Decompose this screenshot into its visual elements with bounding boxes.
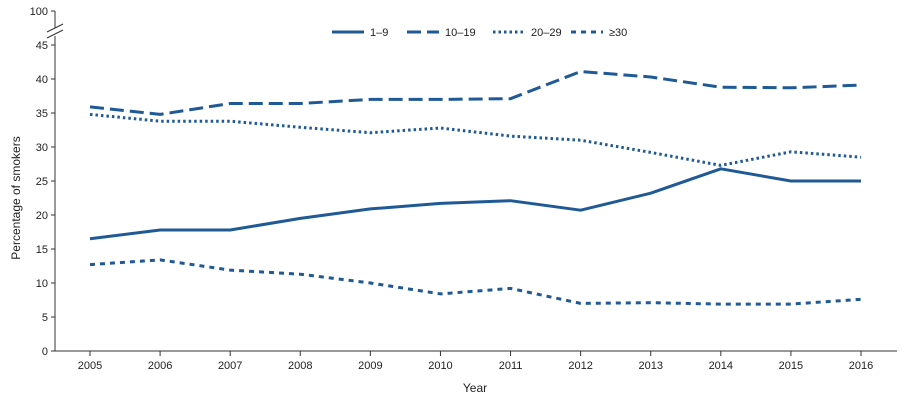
y-tick-label: 5: [42, 312, 48, 324]
x-tick-label: 2013: [638, 360, 662, 372]
x-tick-label: 2011: [499, 360, 523, 372]
y-tick-label: 25: [36, 176, 48, 188]
axis-break-mark: [46, 29, 64, 39]
y-tick-label: 15: [36, 244, 48, 256]
x-tick-label: 2005: [78, 360, 102, 372]
series-lines: [89, 70, 862, 306]
series-line-4: [89, 258, 862, 306]
y-tick-label: 40: [36, 74, 48, 86]
x-tick-label: 2016: [849, 360, 873, 372]
x-tick-label: 2014: [709, 360, 733, 372]
y-tick-label-break: 100: [30, 6, 48, 18]
legend-label-4: ≥30: [609, 27, 627, 39]
y-tick-label: 30: [36, 142, 48, 154]
x-tick-label: 2006: [148, 360, 172, 372]
y-axis-title: Percentage of smokers: [9, 136, 23, 259]
legend-label-1: 1–9: [370, 27, 388, 39]
x-axis-title: Year: [463, 381, 487, 395]
legend: 1–9 10–19 20–29 ≥30: [332, 27, 627, 39]
x-tick-label: 2009: [358, 360, 382, 372]
x-tick-label: 2007: [218, 360, 242, 372]
series-line-2: [89, 70, 862, 116]
x-tick-label: 2010: [428, 360, 452, 372]
x-tick-label: 2008: [288, 360, 312, 372]
y-tick-label: 45: [36, 40, 48, 52]
y-tick-label: 0: [42, 346, 48, 358]
legend-label-3: 20–29: [531, 27, 562, 39]
series-line-1: [89, 167, 861, 241]
y-tick-label: 35: [36, 108, 48, 120]
axis-break-mark: [46, 23, 64, 33]
y-tick-label: 10: [36, 278, 48, 290]
y-tick-label: 20: [36, 210, 48, 222]
x-tick-label: 2015: [779, 360, 803, 372]
axes: 100 0 5 10 15 20 25 30 35 40 45 2005 2006 2007 2008 200…: [30, 6, 897, 372]
x-tick-label: 2012: [568, 360, 592, 372]
legend-label-2: 10–19: [445, 27, 476, 39]
series-line-3: [89, 112, 862, 167]
